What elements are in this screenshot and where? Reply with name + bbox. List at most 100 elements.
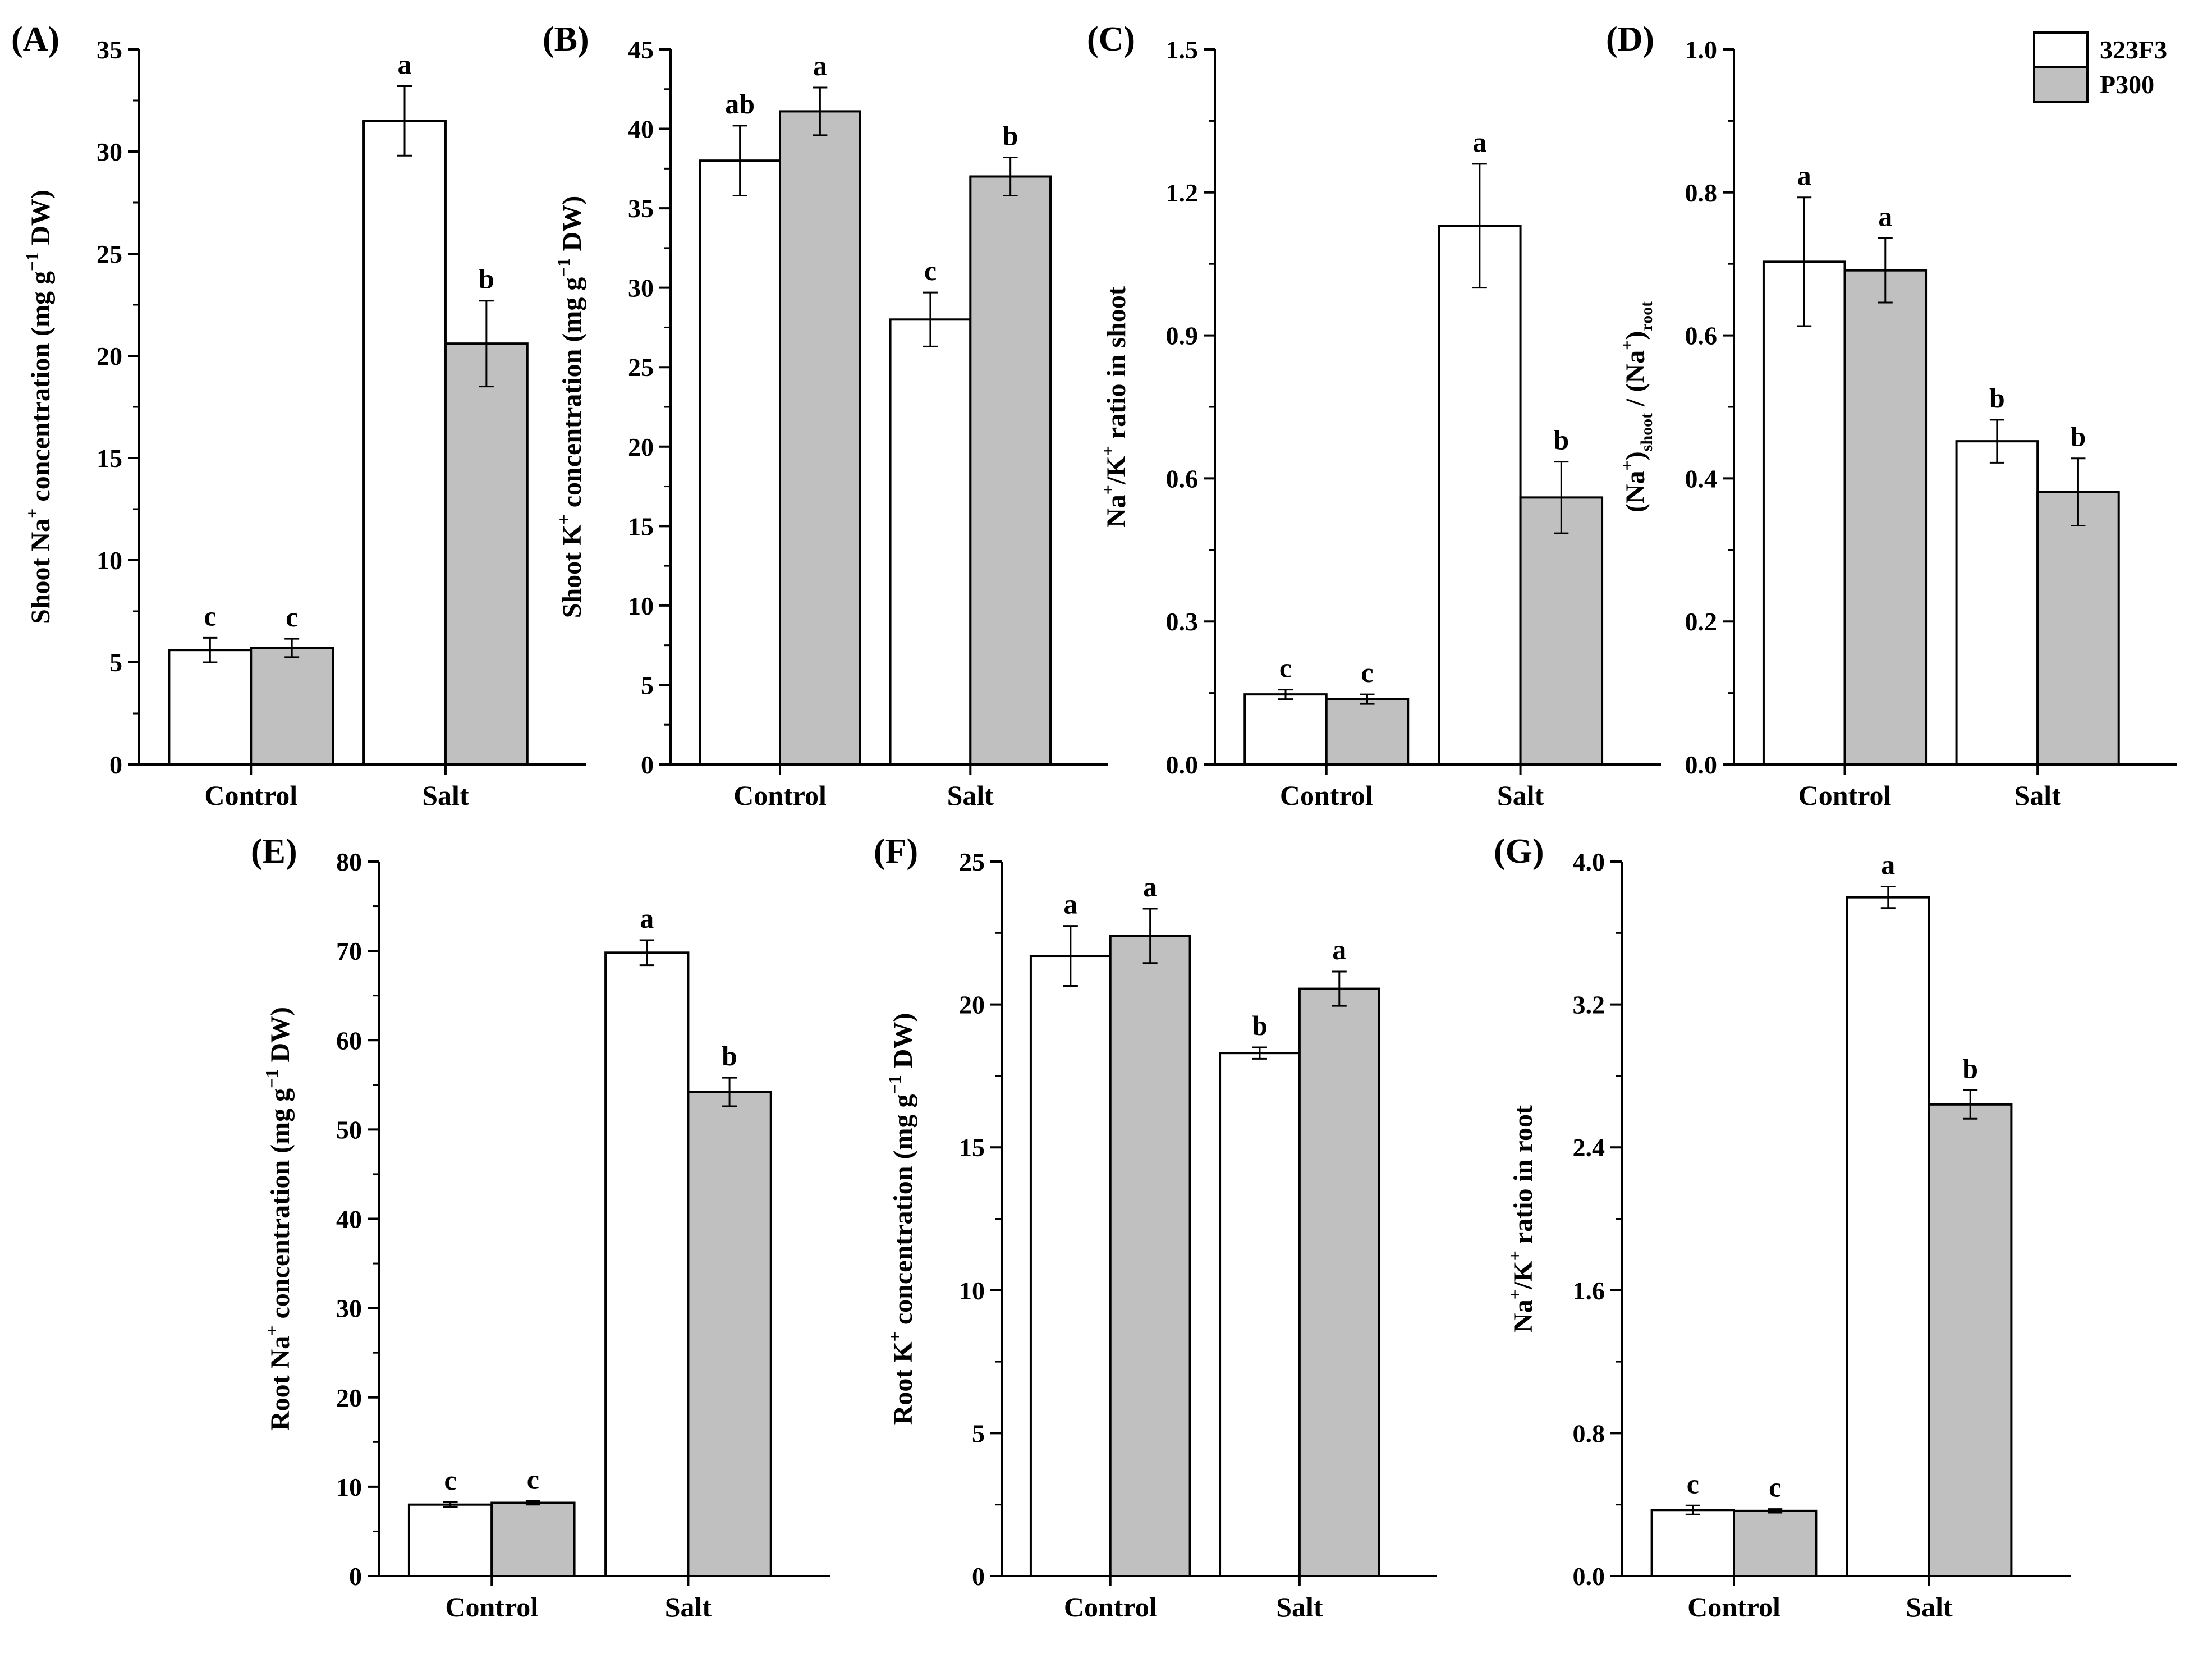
bar-p300-control — [250, 647, 334, 766]
bar-323f3-salt — [1219, 1052, 1301, 1577]
panel-label: (D) — [1606, 20, 1654, 58]
y-tick-label: 30 — [97, 138, 122, 166]
bar-323f3-control — [1762, 260, 1846, 766]
significance-letter: b — [2071, 421, 2086, 452]
panel-label: (E) — [251, 832, 297, 871]
significance-letter: a — [398, 49, 412, 80]
y-tick-label: 1.5 — [1166, 35, 1199, 64]
bar-p300-control — [1109, 935, 1191, 1577]
y-tick-label: 15 — [628, 512, 654, 541]
y-axis-label: Root Na+ concentration (mg g−1 DW) — [261, 1007, 295, 1431]
y-tick-label: 1.2 — [1166, 178, 1199, 207]
y-tick-label: 80 — [336, 848, 362, 876]
panel-e: 0 10 20 30 40 50 60 70 80 Control Salt c a c b (E) Root … — [251, 832, 830, 1623]
y-tick-label: 40 — [336, 1205, 362, 1234]
category-label-control: Control — [1280, 780, 1373, 811]
y-tick-label: 0.0 — [1166, 750, 1199, 779]
y-tick-label: 3.2 — [1573, 991, 1605, 1019]
y-tick-label: 15 — [959, 1133, 985, 1162]
category-label-control: Control — [445, 1591, 538, 1623]
bar-323f3-salt — [1955, 440, 2039, 766]
bar-p300-salt — [1519, 496, 1604, 766]
category-label-control: Control — [1798, 780, 1892, 811]
y-tick-label: 10 — [97, 546, 122, 575]
y-tick-label: 4.0 — [1573, 848, 1605, 876]
significance-letter: b — [1962, 1052, 1978, 1084]
y-tick-label: 20 — [97, 342, 122, 370]
legend-swatch-323f3 — [2033, 31, 2089, 68]
y-tick-label: 10 — [628, 592, 654, 620]
bar-p300-control — [490, 1501, 576, 1578]
category-label-salt: Salt — [665, 1591, 712, 1623]
y-axis-label: Na+/K+ ratio in shoot — [1098, 286, 1131, 528]
y-tick-label: 0.6 — [1166, 464, 1199, 493]
y-axis-label: Root K+ concentration (mg g−1 DW) — [884, 1013, 918, 1425]
significance-letter: a — [1063, 888, 1077, 920]
category-label-control: Control — [204, 780, 297, 811]
significance-letter: b — [1553, 424, 1569, 456]
bar-p300-salt — [687, 1091, 772, 1577]
legend-label: P300 — [2100, 70, 2154, 99]
y-tick-label: 10 — [336, 1473, 362, 1501]
significance-letter: b — [722, 1040, 737, 1071]
significance-letter: c — [1279, 652, 1292, 684]
y-tick-label: 20 — [959, 991, 985, 1019]
y-tick-label: 1.6 — [1573, 1276, 1605, 1305]
bar-323f3-salt — [604, 951, 690, 1577]
category-label-control: Control — [1687, 1591, 1780, 1623]
significance-letter: ab — [725, 88, 755, 120]
category-label-salt: Salt — [947, 780, 994, 811]
y-tick-label: 30 — [628, 274, 654, 303]
category-label-salt: Salt — [1906, 1591, 1953, 1623]
significance-letter: c — [924, 255, 937, 286]
panel-label: (F) — [874, 832, 918, 871]
y-tick-label: 0.6 — [1685, 322, 1718, 350]
panel-d: 0.0 0.2 0.4 0.6 0.8 1.0 Control Salt a b a b (D) (Na+… — [1606, 20, 2177, 811]
bar-323f3-control — [1243, 693, 1328, 766]
y-axis-label: Shoot K+ concentration (mg g−1 DW) — [553, 196, 587, 618]
y-tick-label: 25 — [97, 240, 122, 268]
bar-p300-control — [1733, 1509, 1818, 1578]
y-axis-label: Na+/K+ ratio in root — [1504, 1105, 1538, 1332]
category-label-salt: Salt — [2014, 780, 2061, 811]
significance-letter: c — [204, 600, 216, 631]
y-tick-label: 60 — [336, 1026, 362, 1055]
y-tick-label: 10 — [959, 1276, 985, 1305]
category-label-salt: Salt — [422, 780, 469, 811]
y-tick-label: 0.4 — [1685, 464, 1718, 493]
bar-323f3-salt — [1438, 225, 1522, 766]
significance-letter: c — [1769, 1472, 1781, 1503]
y-tick-label: 40 — [628, 115, 654, 144]
y-tick-label: 30 — [336, 1294, 362, 1323]
y-tick-label: 5 — [972, 1419, 985, 1448]
y-tick-label: 35 — [97, 35, 122, 64]
y-tick-label: 0.8 — [1685, 178, 1718, 207]
bar-323f3-control — [1650, 1509, 1736, 1578]
y-tick-label: 0.8 — [1573, 1419, 1605, 1448]
y-tick-label: 5 — [641, 671, 654, 699]
bar-323f3-control — [1029, 955, 1112, 1577]
y-tick-label: 20 — [628, 433, 654, 461]
y-tick-label: 0.3 — [1166, 607, 1199, 636]
significance-letter: c — [1361, 657, 1373, 688]
significance-letter: a — [1797, 160, 1811, 191]
bar-323f3-salt — [1846, 896, 1931, 1577]
significance-letter: b — [1989, 382, 2005, 414]
y-tick-label: 25 — [959, 848, 985, 876]
y-tick-label: 2.4 — [1573, 1133, 1605, 1162]
bar-323f3-control — [168, 649, 253, 766]
significance-letter: c — [444, 1464, 456, 1496]
panel-label: (B) — [543, 20, 589, 58]
significance-letter: a — [640, 903, 654, 934]
significance-letter: b — [1003, 120, 1018, 152]
y-tick-label: 70 — [336, 937, 362, 965]
bar-323f3-control — [407, 1503, 493, 1577]
y-tick-label: 5 — [109, 648, 122, 677]
panel-a: 0 5 10 15 20 25 30 35 Control Salt c a c b (A) Shoot Na… — [11, 20, 586, 811]
y-tick-label: 15 — [97, 444, 122, 473]
y-tick-label: 0 — [349, 1562, 362, 1591]
bar-323f3-control — [699, 159, 782, 766]
y-tick-label: 0.2 — [1685, 607, 1718, 636]
significance-letter: a — [1881, 849, 1895, 881]
